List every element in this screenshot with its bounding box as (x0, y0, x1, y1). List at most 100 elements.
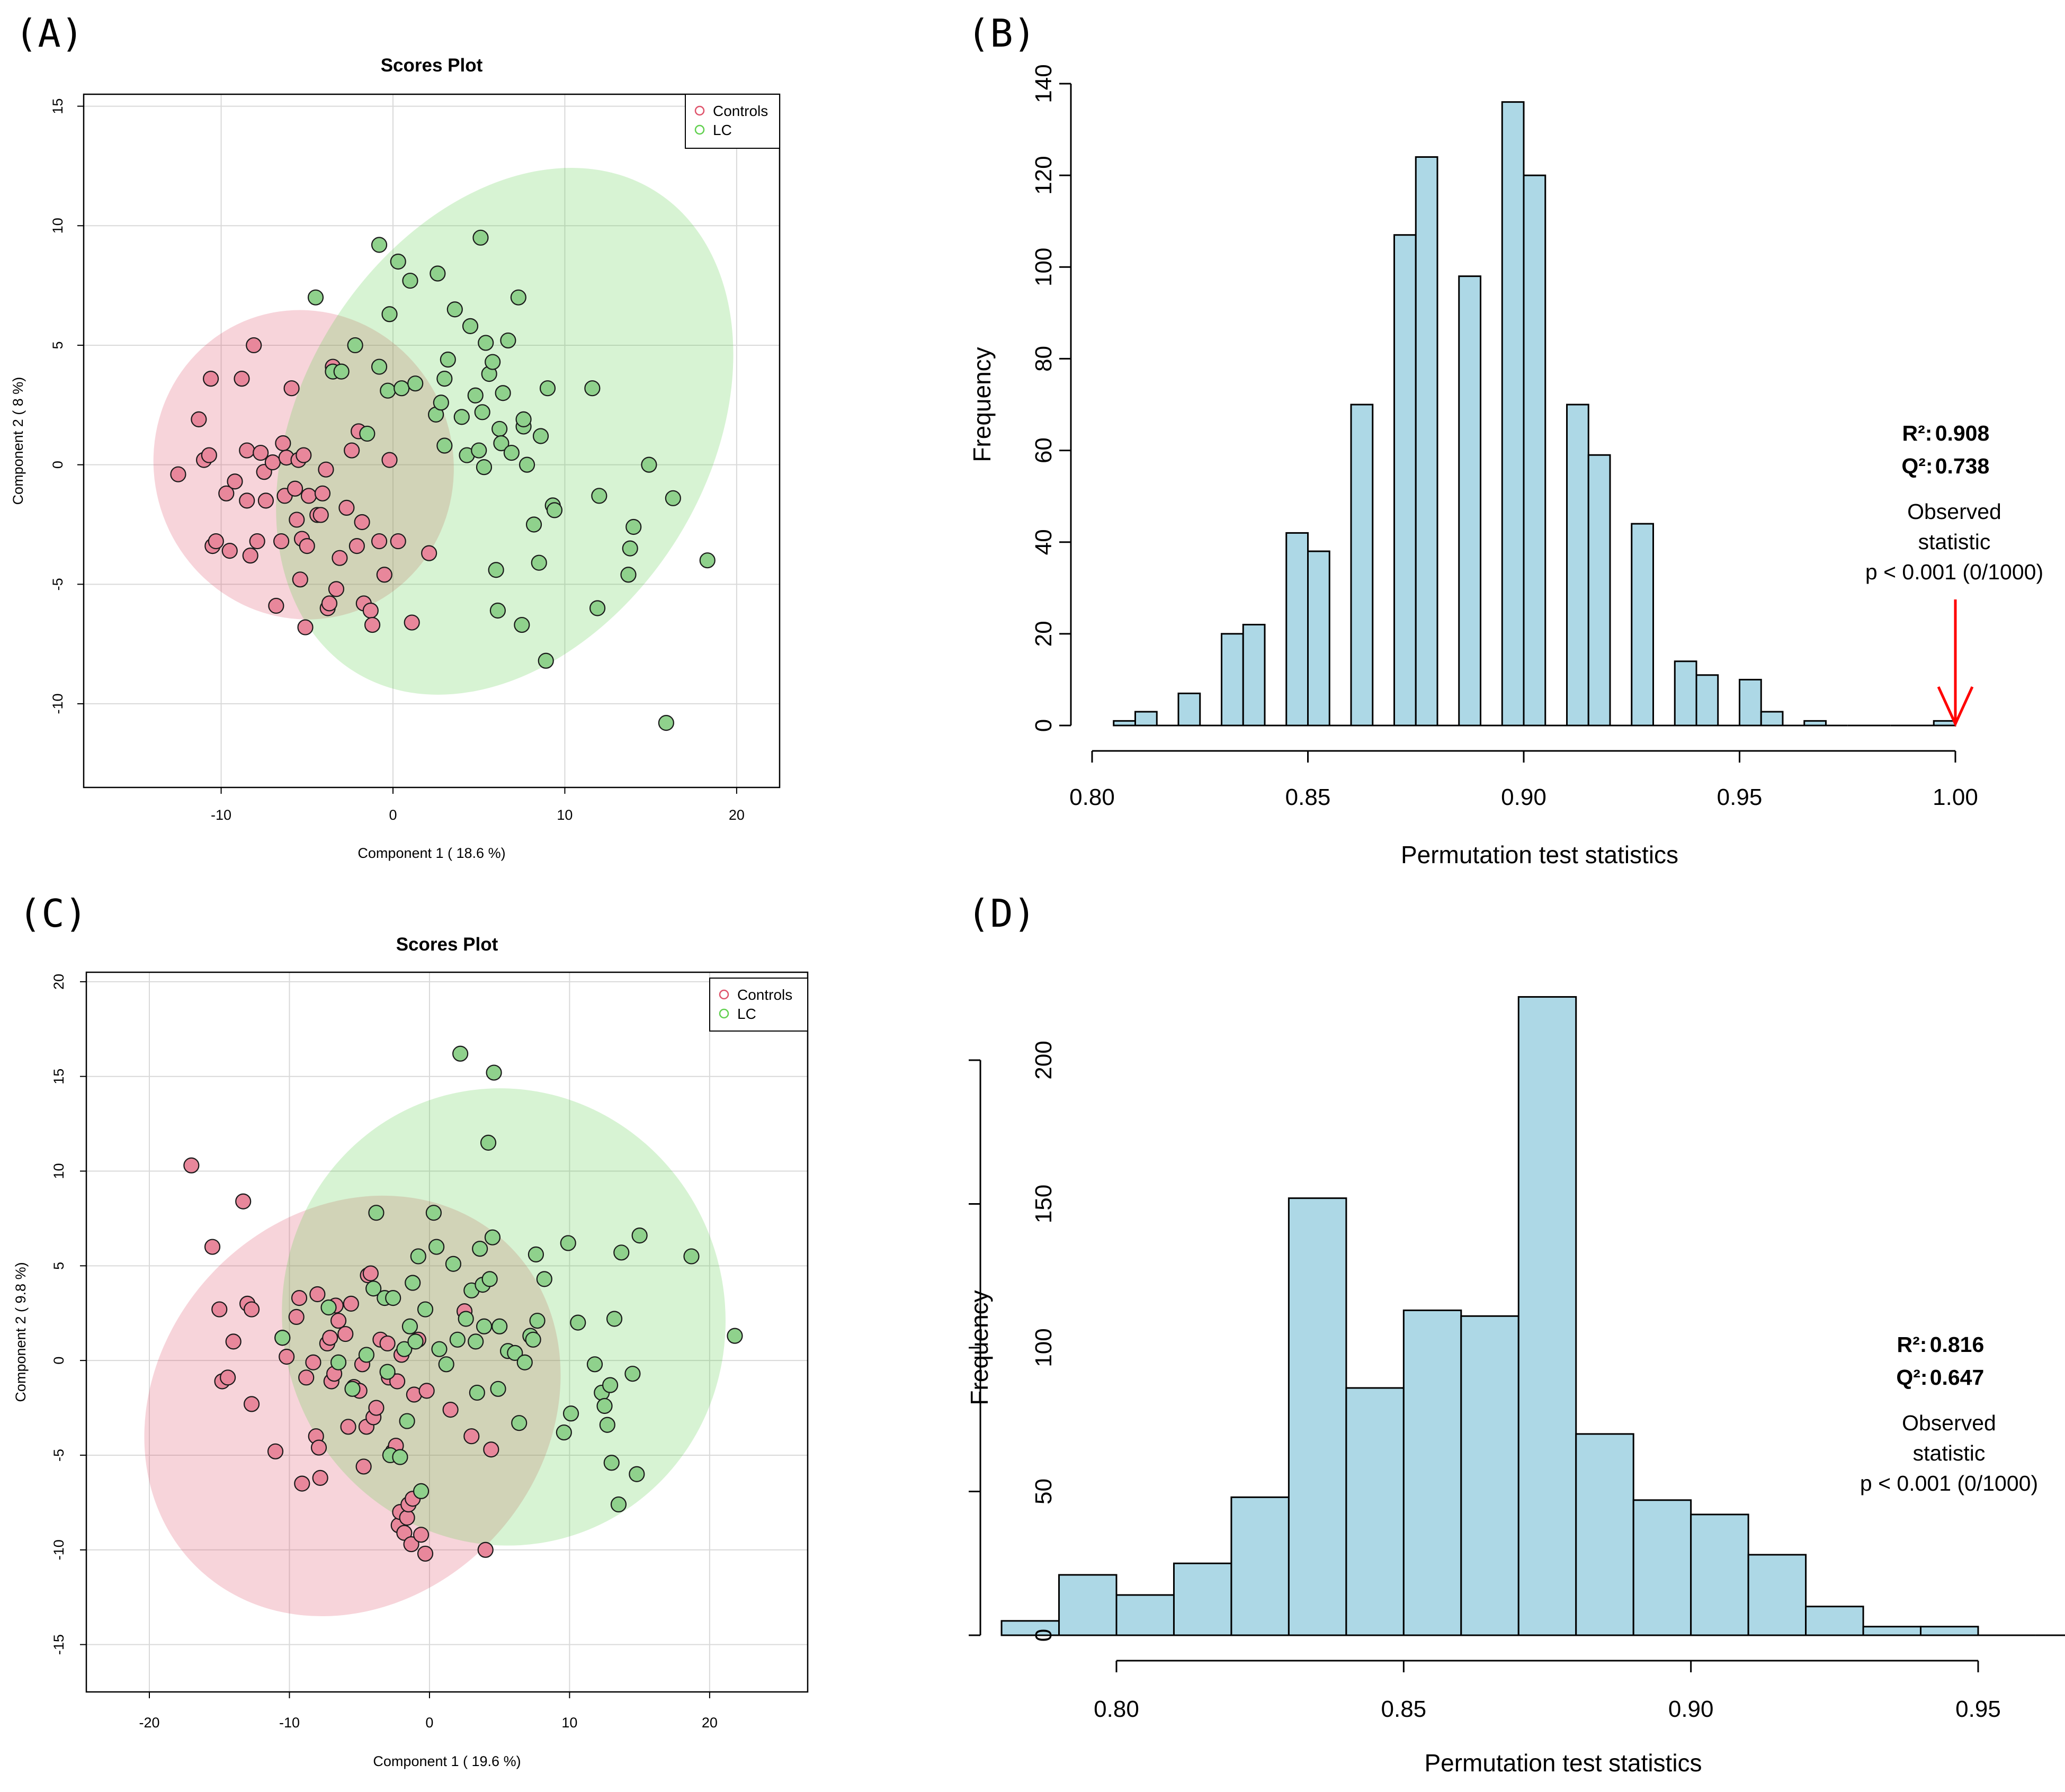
histogram-bar (1517, 996, 1577, 1636)
panel-label: (B) (967, 11, 1036, 56)
r2-label: R²: (1902, 421, 1933, 445)
point-controls (239, 492, 255, 509)
y-tick-label: 0 (1031, 719, 1057, 732)
point-lc (485, 354, 501, 370)
point-controls (243, 1301, 260, 1318)
observed-line-2: statistic (1918, 530, 1991, 554)
point-lc (511, 1415, 528, 1431)
histogram-bar (1115, 1594, 1175, 1636)
histogram-bar (1288, 1197, 1347, 1636)
point-lc (380, 382, 396, 399)
points-layer (170, 229, 716, 731)
point-controls (297, 619, 314, 635)
y-tick-label: 50 (1031, 1479, 1057, 1504)
histogram-bar (1760, 711, 1784, 727)
point-lc (407, 1333, 424, 1350)
x-axis-label: Permutation test statistics (1424, 1749, 1702, 1777)
point-lc (333, 363, 350, 380)
point-controls (201, 447, 217, 463)
point-lc (570, 1314, 586, 1331)
point-controls (305, 1354, 321, 1370)
point-lc (381, 306, 398, 322)
point-lc (491, 1318, 508, 1334)
point-controls (279, 1348, 295, 1365)
observed-line-3: p < 0.001 (0/1000) (1865, 560, 2043, 584)
point-controls (291, 1290, 308, 1306)
point-lc (495, 385, 511, 401)
point-lc (515, 411, 532, 427)
point-lc (624, 1366, 641, 1382)
y-tick-label: -10 (50, 694, 66, 714)
point-lc (631, 1227, 648, 1244)
point-lc (446, 301, 463, 318)
point-lc (371, 237, 388, 253)
point-controls (191, 411, 207, 427)
q2-label: Q²: (1896, 1365, 1927, 1390)
y-tick-label: 15 (50, 98, 66, 114)
histogram-bar (1747, 1554, 1807, 1636)
point-lc (641, 456, 657, 473)
point-controls (288, 1309, 305, 1325)
point-controls (183, 1157, 200, 1173)
histogram-bar (1695, 674, 1719, 727)
point-controls (312, 1470, 328, 1486)
panel-c-scores-plot: (C) Scores Plot -20 -10 0 10 20 -15 -10 -5 0 5 10 15 2… (13, 891, 809, 1769)
x-tick-label: 0.95 (1955, 1696, 2001, 1722)
point-controls (340, 1419, 356, 1435)
y-tick-label: -15 (51, 1634, 67, 1655)
point-controls (389, 1373, 406, 1390)
histogram-bar (1803, 720, 1827, 727)
point-lc (484, 1229, 501, 1246)
point-lc (425, 1205, 442, 1221)
point-controls (354, 514, 370, 531)
point-lc (402, 272, 418, 289)
y-tick-label: 150 (1031, 1185, 1057, 1223)
y-tick-label: 200 (1031, 1041, 1057, 1079)
point-lc (529, 1312, 546, 1329)
point-lc (379, 1364, 396, 1380)
point-controls (267, 1443, 284, 1459)
point-controls (390, 533, 406, 550)
point-lc (516, 1354, 533, 1370)
histogram-bar (1587, 454, 1611, 727)
point-lc (602, 1377, 619, 1393)
y-axis-label: Frequency (968, 347, 996, 462)
point-lc (476, 459, 493, 476)
point-lc (396, 1341, 413, 1357)
ellipse-layer (153, 168, 734, 695)
legend-label-lc: LC (713, 122, 732, 138)
point-controls (235, 1193, 252, 1209)
point-controls (442, 1402, 459, 1418)
histogram-bar (1393, 234, 1417, 727)
point-lc (390, 253, 406, 270)
histogram-bar (1690, 1513, 1749, 1636)
panel-label: (D) (967, 891, 1036, 936)
point-controls (292, 571, 308, 588)
y-axis-label: Component 2 ( 8 %) (10, 377, 26, 505)
point-lc (471, 442, 487, 459)
point-lc (503, 444, 520, 461)
point-lc (358, 1347, 375, 1363)
point-lc (536, 1271, 552, 1287)
x-axis-label: Component 1 ( 18.6 %) (357, 845, 505, 861)
y-tick-label: 100 (1031, 248, 1057, 286)
point-lc (546, 502, 563, 518)
point-controls (289, 512, 305, 528)
histogram-bar (1501, 101, 1525, 727)
x-tick-label: -10 (279, 1715, 300, 1731)
x-tick-label: 0 (389, 807, 397, 823)
histogram-bar (1345, 1387, 1405, 1636)
histogram-bar (1173, 1562, 1232, 1636)
point-controls (300, 488, 317, 504)
point-lc (603, 1455, 620, 1471)
point-lc (436, 437, 453, 454)
point-controls (318, 461, 334, 478)
point-lc (433, 395, 449, 411)
histogram-bar (1862, 1626, 1922, 1636)
point-controls (227, 473, 243, 490)
point-lc (320, 1299, 337, 1316)
histogram-bar (1933, 720, 1956, 727)
histogram-bar (1307, 550, 1330, 727)
legend-box (685, 94, 780, 149)
